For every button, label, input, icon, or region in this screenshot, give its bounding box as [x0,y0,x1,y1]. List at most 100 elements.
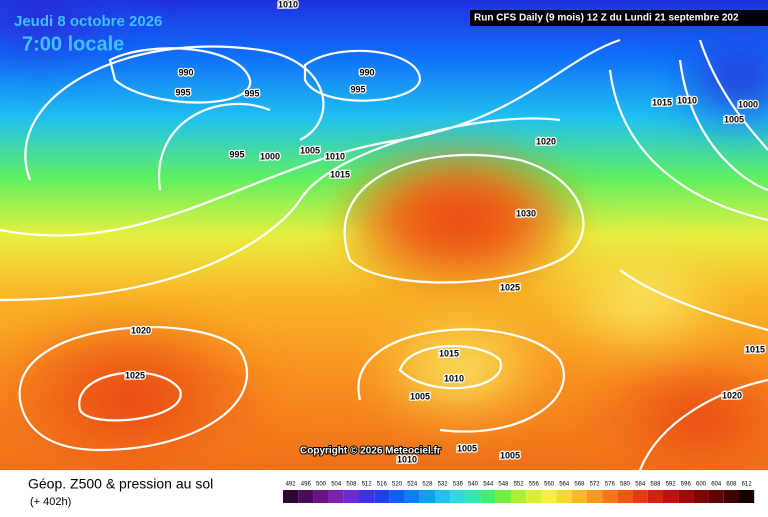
legend-swatch [647,490,663,503]
isobar-label: 995 [350,84,365,94]
legend-label: 536 [453,482,464,488]
legend-swatch [283,490,299,503]
field-shading [0,0,768,490]
isobar-label: 1010 [677,95,697,105]
legend-swatch [374,490,390,503]
legend-label: 520 [392,482,403,488]
legend-swatch [328,490,344,503]
legend-label: 504 [331,482,342,488]
legend-swatch [739,490,755,503]
legend-label: 608 [726,482,737,488]
isobar-label: 1020 [131,325,151,335]
isobar-label: 1010 [397,454,417,464]
legend-swatch [571,490,587,503]
isobar-label: 995 [229,149,244,159]
run-info: Run CFS Daily (9 mois) 12 Z du Lundi 21 … [474,13,739,24]
legend-swatch [404,490,420,503]
isobar-label: 995 [244,88,259,98]
isobar-label: 990 [178,67,193,77]
legend-swatch [313,490,329,503]
isobar-label: 1000 [260,151,280,161]
legend-swatch [587,490,603,503]
legend-label: 592 [666,482,677,488]
legend-swatch [495,490,511,503]
isobar-label: 1010 [325,151,345,161]
footer-title: Géop. Z500 & pression au sol [28,476,213,492]
legend-swatch [435,490,451,503]
legend-label: 604 [711,482,722,488]
legend-label: 508 [346,482,357,488]
legend-label: 552 [514,482,525,488]
legend-swatch [343,490,359,503]
isobar-label: 1015 [652,97,672,107]
legend-label: 532 [438,482,449,488]
legend-swatch [465,490,481,503]
legend-label: 596 [681,482,692,488]
isobar-label: 1025 [500,282,520,292]
legend-swatch [693,490,709,503]
legend-label: 528 [422,482,433,488]
legend-label: 500 [316,482,327,488]
legend-label: 560 [544,482,555,488]
legend-swatch [298,490,314,503]
legend-swatch [511,490,527,503]
legend-label: 568 [574,482,585,488]
legend-swatch [632,490,648,503]
legend-swatch [541,490,557,503]
date: Jeudi 8 octobre 2026 [14,13,162,30]
isobar-label: 1015 [745,344,765,354]
legend-swatch [556,490,572,503]
legend-label: 524 [407,482,418,488]
time: 7:00 locale [22,33,124,55]
isobar-label: 1030 [516,208,536,218]
legend-swatch [617,490,633,503]
legend-label: 564 [559,482,570,488]
isobar-label: 1005 [410,391,430,401]
legend-label: 572 [590,482,601,488]
legend-swatch [389,490,405,503]
legend-swatch [723,490,739,503]
isobar-label: 995 [175,87,190,97]
isobar-label: 1010 [278,0,298,9]
legend-swatch [663,490,679,503]
run-box [470,10,768,26]
legend-label: 512 [362,482,373,488]
footer-lead: (+ 402h) [30,496,71,508]
isobar-label: 1005 [300,145,320,155]
legend-swatch [480,490,496,503]
legend-label: 548 [498,482,509,488]
isobar-label: 1025 [125,370,145,380]
isobar-label: 1005 [724,114,744,124]
legend-swatch [450,490,466,503]
legend-label: 600 [696,482,707,488]
isobar-label: 1005 [500,450,520,460]
legend-swatch [419,490,435,503]
legend-label: 556 [529,482,540,488]
legend-label: 496 [301,482,312,488]
legend-swatch [602,490,618,503]
legend-label: 492 [286,482,297,488]
isobar-label: 1020 [536,136,556,146]
isobars [0,38,768,471]
legend-label: 584 [635,482,646,488]
legend-label: 516 [377,482,388,488]
isobar-label: 1015 [439,348,459,358]
legend-label: 540 [468,482,479,488]
legend-swatch [708,490,724,503]
legend-swatch [678,490,694,503]
legend-label: 588 [650,482,661,488]
legend-swatch [526,490,542,503]
isobar-label: 1000 [738,99,758,109]
legend-label: 580 [620,482,631,488]
isobar-label: 1015 [330,169,350,179]
isobar-label: 990 [359,67,374,77]
legend-label: 612 [742,482,753,488]
isobar-label: 1005 [457,443,477,453]
isobar-label: 1020 [722,390,742,400]
legend-label: 576 [605,482,616,488]
isobar-label: 1010 [444,373,464,383]
copyright: Copyright © 2026 Meteociel.fr [300,446,441,457]
legend-swatch [359,490,375,503]
legend-label: 544 [483,482,494,488]
